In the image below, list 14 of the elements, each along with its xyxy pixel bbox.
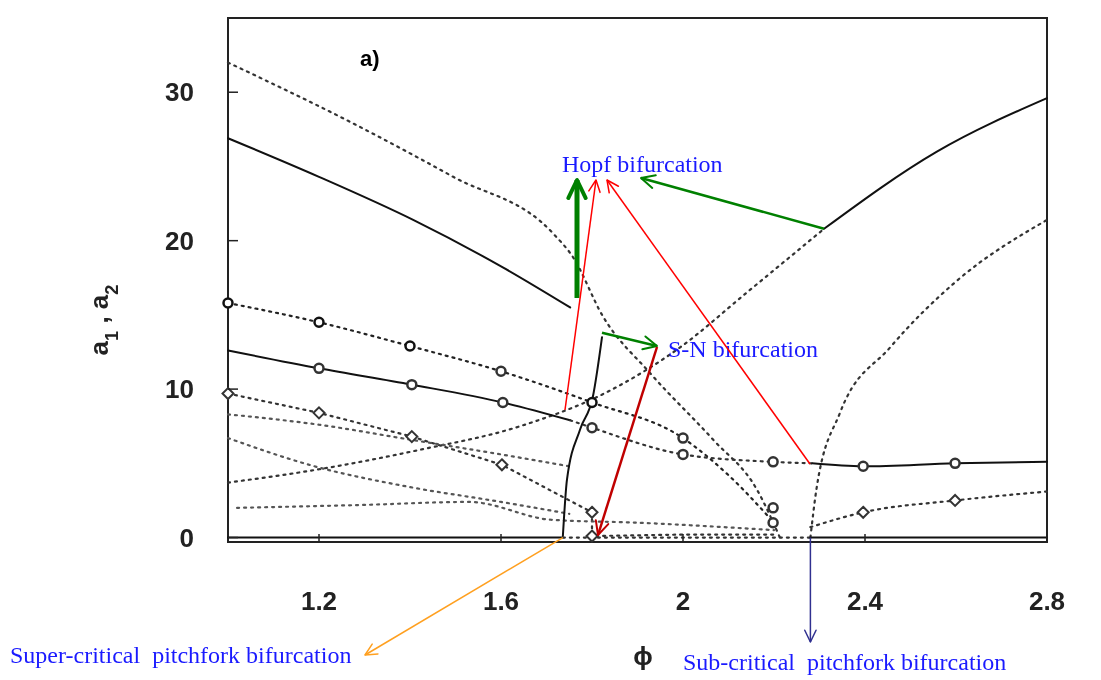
x-axis-title: ϕ	[633, 641, 653, 671]
y-tick-label: 20	[165, 225, 194, 256]
y-tick-label: 0	[179, 522, 194, 553]
y-tick-label: 10	[165, 374, 194, 405]
annotation: Super-critical pitchfork bifurcation	[10, 642, 352, 668]
annotation: Hopf bifurcation	[562, 151, 723, 177]
y-tick-label: 30	[165, 77, 194, 108]
x-tick-label: 2.4	[846, 586, 884, 616]
x-tick-label: 2	[675, 586, 691, 616]
annotation: Sub-critical pitchfork bifurcation	[683, 649, 1007, 675]
x-tick-label: 1.6	[482, 586, 520, 616]
x-tick-label: 1.2	[300, 586, 338, 616]
x-tick-label: 2.8	[1028, 586, 1066, 616]
annotation: a)	[360, 46, 380, 71]
